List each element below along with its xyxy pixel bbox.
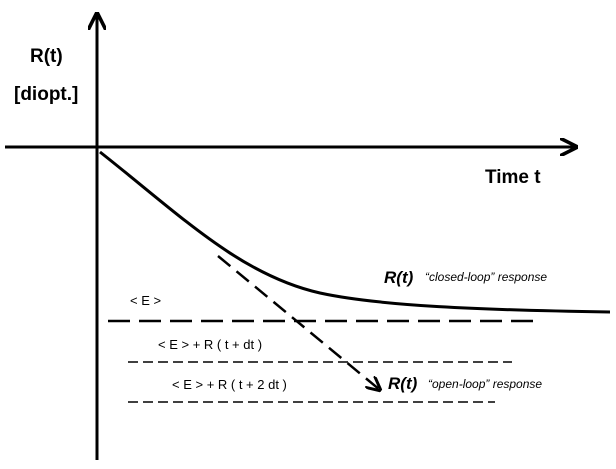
level-label: < E > xyxy=(130,293,161,308)
curve-symbol: R(t) xyxy=(388,374,418,393)
open-loop-line xyxy=(217,255,380,390)
level-label: < E > + R ( t + 2 dt ) xyxy=(172,377,287,392)
y-unit: [diopt.] xyxy=(14,84,78,105)
curve-description: “closed-loop” response xyxy=(425,270,547,284)
closed-loop-curve xyxy=(99,150,611,314)
y-label: R(t) xyxy=(30,46,63,67)
x-label: Time t xyxy=(485,167,541,188)
curve-description: “open-loop” response xyxy=(428,377,542,391)
curve-symbol: R(t) xyxy=(384,268,414,287)
level-label: < E > + R ( t + dt ) xyxy=(158,337,262,352)
